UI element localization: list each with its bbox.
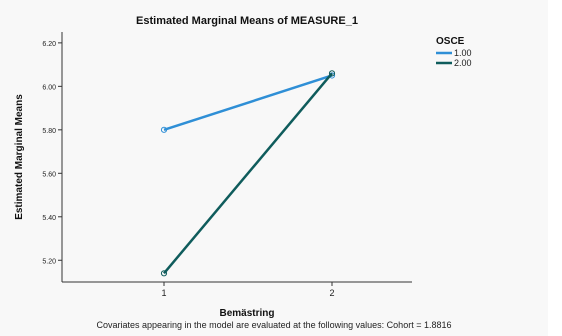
y-tick-label-0: 5.20: [42, 258, 56, 265]
legend-title: OSCE: [436, 36, 465, 47]
chart-footnote: Covariates appearing in the model are ev…: [96, 320, 452, 330]
data-point-2.00-0: [160, 270, 168, 277]
line-chart: Estimated Marginal Means of MEASURE_1 5.2…: [14, 15, 472, 319]
y-tick-label-1: 5.40: [42, 215, 56, 222]
x-tick-label-1: 2: [329, 288, 334, 298]
y-tick-label-5: 6.20: [42, 41, 56, 48]
y-tick-label-2: 5.60: [42, 171, 56, 178]
legend-label-2.00: 2.00: [454, 58, 472, 68]
data-point-1.00-0: [160, 126, 168, 133]
series-line-2.00: [163, 72, 333, 275]
x-axis-label: Bemästring: [219, 308, 274, 319]
chart-title: Estimated Marginal Means of MEASURE_1: [136, 15, 358, 27]
data-point-2.00-1: [328, 70, 336, 77]
x-tick-label-0: 1: [161, 288, 166, 298]
series-line-1.00: [163, 74, 333, 132]
y-tick-label-4: 6.00: [42, 84, 56, 91]
y-tick-label-3: 5.80: [42, 128, 56, 135]
legend-label-1.00: 1.00: [454, 48, 472, 58]
chart-panel: Estimated Marginal Means of MEASURE_1 5.2…: [14, 15, 472, 319]
scroll-strip: [548, 0, 562, 336]
y-axis-label: Estimated Marginal Means: [14, 94, 25, 220]
